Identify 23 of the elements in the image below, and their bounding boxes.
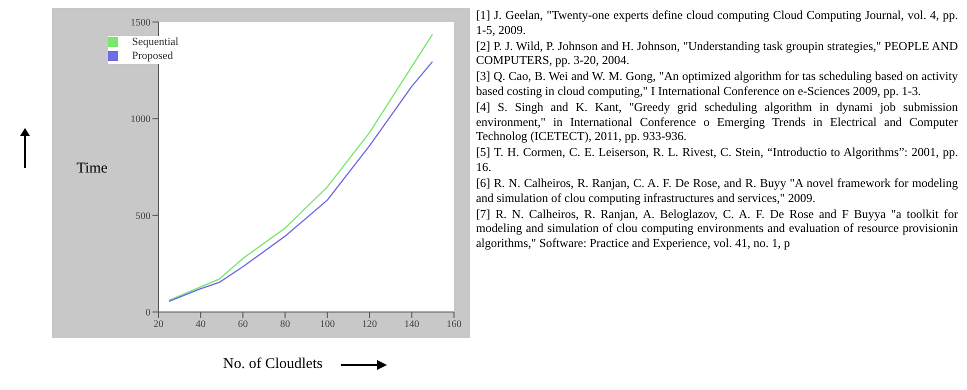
- y-tick-label: 0: [145, 308, 150, 319]
- y-tick-label: 1500: [130, 18, 150, 29]
- text: [6] R. N. Calheiros, R. Ranjan, C. A. F. De Rose, and R. Buyy "A novel framework for modeling and simulation of clou computing infrastructures and services," 2009.: [476, 176, 958, 206]
- text: [4] S. Singh and K. Kant, "Greedy grid scheduling algorithm in dynami job submission environment," in International Conference o Emerging Trends in Electrical and Computer Technolog (ICETECT), 2011, pp. 933-936.: [476, 100, 958, 144]
- legend-label: Sequential: [132, 36, 178, 48]
- y-tick-label: 1000: [130, 114, 150, 126]
- text: [1] J. Geelan, "Twenty-one experts define cloud computing Cloud Computing Journal, vol. 4, pp. 1-5, 2009.: [476, 8, 958, 38]
- y-axis-title: Time: [76, 160, 108, 176]
- text: [5] T. H. Cormen, C. E. Leiserson, R. L. Rivest, C. Stein, “Introductio to Algorithms”: 2001, pp. 16.: [476, 145, 958, 175]
- text: [7] R. N. Calheiros, R. Ranjan, A. Beloglazov, C. A. F. De Rose and F Buyya "a toolkit for modeling and simulation of clou computing environments and evaluation of resource provisionin algorithms," Software: Practice and Experience, vol. 41, no. 1, p: [476, 206, 958, 250]
- x-tick-label: 140: [404, 319, 420, 330]
- x-tick-label: 120: [362, 319, 378, 330]
- legend-label: Proposed: [132, 50, 173, 62]
- text: [3] Q. Cao, B. Wei and W. M. Gong, "An optimized algorithm for tas scheduling based on activity based costing in cloud computing," I International Conference on e-Sciences 2009, pp. 1-3.: [476, 69, 958, 99]
- x-tick-label: 80: [280, 319, 290, 330]
- text: [2] P. J. Wild, P. Johnson and H. Johnson, "Understanding task groupin strategies," PEOPLE AND COMPUTERS, pp. 3-20, 2004.: [476, 38, 958, 68]
- x-tick-label: 160: [446, 319, 462, 330]
- x-tick-label: 40: [196, 319, 206, 330]
- x-tick-label: 20: [153, 319, 164, 330]
- x-tick-label: 60: [238, 319, 248, 330]
- x-tick-label: 100: [320, 319, 335, 330]
- x-axis-title: No. of Cloudlets: [223, 356, 323, 373]
- y-tick-label: 500: [135, 210, 150, 222]
